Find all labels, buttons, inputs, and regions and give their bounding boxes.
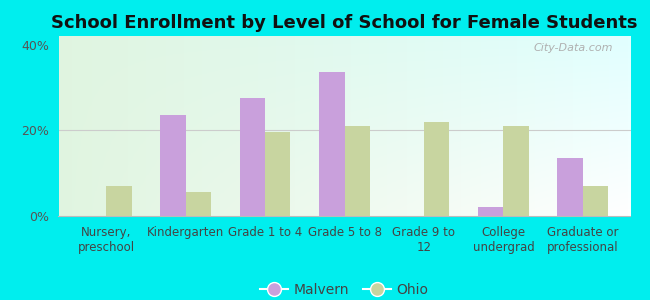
Bar: [265, 132, 291, 216]
Bar: [583, 186, 608, 216]
Bar: [558, 158, 583, 216]
Bar: [106, 186, 131, 216]
Bar: [319, 72, 344, 216]
Text: City-Data.com: City-Data.com: [534, 43, 614, 53]
Bar: [240, 98, 265, 216]
Bar: [186, 192, 211, 216]
Bar: [344, 126, 370, 216]
Bar: [478, 207, 503, 216]
Bar: [160, 115, 186, 216]
Bar: [503, 126, 529, 216]
Title: School Enrollment by Level of School for Female Students: School Enrollment by Level of School for…: [51, 14, 638, 32]
Bar: [424, 122, 449, 216]
Legend: Malvern, Ohio: Malvern, Ohio: [255, 278, 434, 300]
